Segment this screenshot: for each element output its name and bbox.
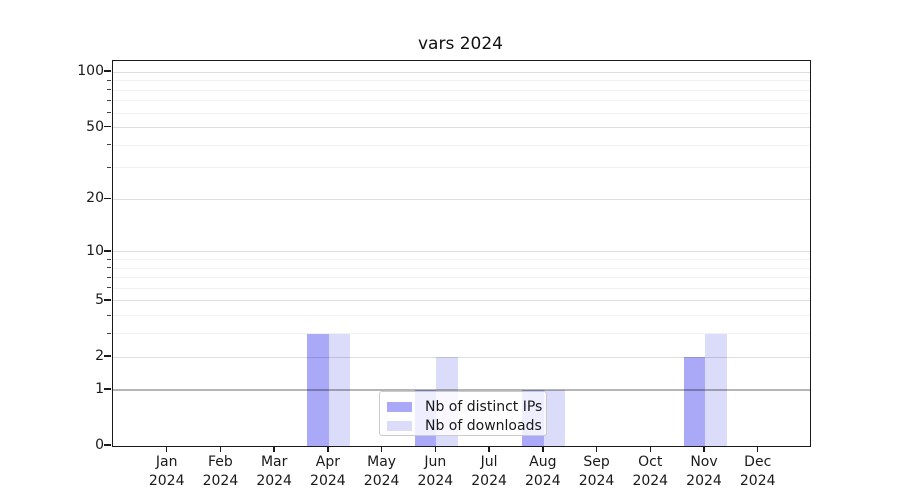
y-minor-tick-60 [107, 112, 111, 114]
x-tick-label-feb: Feb 2024 [202, 454, 239, 489]
gridline-minor-9 [113, 259, 810, 260]
x-tick-label-oct: Oct 2024 [632, 454, 669, 489]
y-tick-label-20: 20 [86, 190, 104, 207]
gridline-minor-30 [113, 167, 810, 169]
plot-area [112, 60, 811, 447]
x-tick-dec [756, 447, 759, 452]
y-tick-label-2: 2 [95, 348, 104, 365]
y-minor-tick-80 [107, 89, 111, 91]
gridline-minor-40 [113, 144, 810, 146]
bar-ips-apr [307, 333, 329, 446]
y-minor-tick-3 [107, 332, 111, 334]
y-minor-tick-90 [107, 79, 111, 81]
legend-item-downloads: Nb of downloads [387, 417, 542, 434]
x-tick-label-sep: Sep 2024 [578, 454, 615, 489]
x-tick-label-may: May 2024 [363, 454, 400, 489]
x-tick-jul [488, 447, 490, 452]
y-tick-1 [104, 388, 111, 390]
gridline-minor-8 [113, 267, 810, 269]
x-tick-feb [219, 447, 222, 452]
y-tick-100 [104, 70, 111, 72]
x-tick-jun [434, 447, 437, 452]
y-minor-tick-40 [107, 144, 111, 146]
x-tick-mar [273, 447, 275, 452]
y-minor-tick-9 [107, 258, 111, 260]
y-minor-tick-8 [107, 267, 111, 269]
gridline-minor-6 [113, 287, 810, 289]
gridline-minor-4 [113, 315, 810, 317]
legend-label-distinct-ips: Nb of distinct IPs [425, 398, 543, 415]
x-tick-label-jun: Jun 2024 [417, 454, 454, 489]
gridline-100 [113, 71, 810, 73]
gridline-minor-3 [113, 333, 810, 335]
x-tick-nov [703, 447, 705, 452]
gridline-10 [113, 251, 810, 253]
gridline-minor-70 [113, 100, 810, 102]
x-tick-apr [327, 447, 329, 452]
x-tick-jan [165, 447, 168, 452]
legend-swatch-downloads [387, 420, 412, 431]
x-tick-label-nov: Nov 2024 [686, 454, 722, 489]
x-tick-label-mar: Mar 2024 [256, 454, 292, 489]
gridline-2 [113, 356, 810, 358]
chart-title: vars 2024 [418, 34, 503, 54]
bar-ips-nov [683, 357, 705, 446]
y-tick-0 [104, 444, 111, 446]
y-tick-label-0: 0 [95, 437, 104, 453]
x-tick-label-jan: Jan 2024 [148, 454, 185, 489]
gridline-minor-7 [113, 277, 810, 279]
legend-item-distinct-ips: Nb of distinct IPs [387, 398, 542, 415]
bar-downloads-nov [705, 333, 727, 446]
x-tick-label-jul: Jul 2024 [471, 454, 507, 489]
x-tick-label-dec: Dec 2024 [739, 454, 776, 489]
x-tick-sep [595, 447, 598, 452]
gridline-5 [113, 300, 810, 302]
y-tick-20 [104, 197, 111, 200]
y-tick-5 [104, 299, 111, 301]
legend-swatch-distinct-ips [387, 401, 412, 412]
gridline-20 [113, 198, 810, 200]
y-tick-label-50: 50 [86, 118, 104, 135]
gridline-minor-90 [113, 80, 810, 82]
y-tick-10 [104, 250, 111, 252]
y-minor-tick-30 [107, 166, 111, 168]
y-tick-50 [104, 125, 111, 128]
y-minor-tick-4 [107, 314, 111, 316]
legend: Nb of distinct IPs Nb of downloads [379, 391, 547, 436]
y-tick-label-1: 1 [95, 380, 104, 397]
y-tick-label-5: 5 [95, 291, 104, 308]
bar-downloads-apr [328, 333, 351, 446]
y-minor-tick-6 [107, 287, 111, 289]
y-minor-tick-70 [107, 99, 111, 101]
gridline-minor-60 [113, 112, 810, 114]
x-tick-oct [649, 447, 652, 452]
gridline-1 [113, 389, 810, 391]
x-tick-label-aug: Aug 2024 [524, 454, 561, 489]
bar-downloads-aug [543, 389, 566, 446]
y-tick-2 [104, 355, 111, 357]
y-tick-label-100: 100 [77, 63, 104, 80]
gridline-minor-80 [113, 89, 810, 91]
gridline-50 [113, 127, 810, 129]
x-tick-label-apr: Apr 2024 [310, 454, 346, 489]
y-minor-tick-7 [107, 276, 111, 278]
x-tick-may [380, 447, 383, 452]
y-tick-label-10: 10 [86, 242, 104, 259]
legend-label-downloads: Nb of downloads [425, 417, 542, 434]
x-tick-aug [542, 447, 544, 452]
